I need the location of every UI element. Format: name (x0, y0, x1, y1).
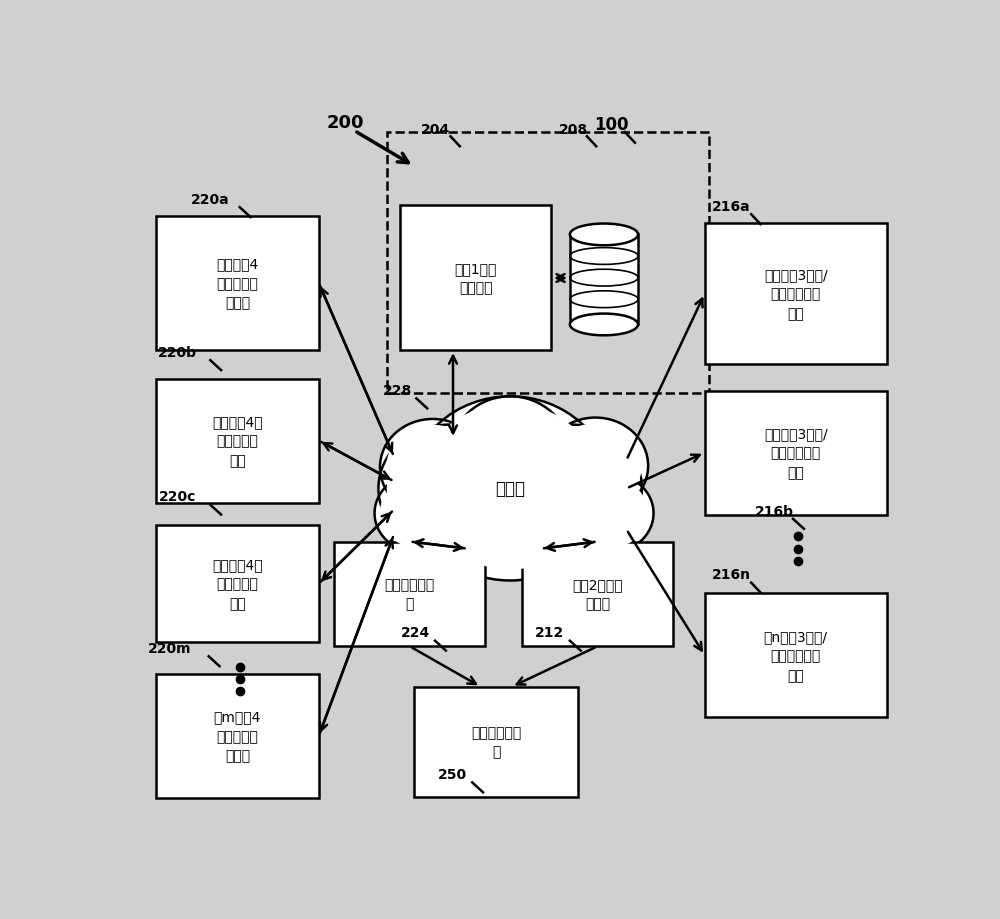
Circle shape (380, 480, 455, 548)
Bar (387, 133, 709, 393)
Ellipse shape (570, 224, 638, 246)
Bar (570, 235, 638, 325)
Bar (156, 216, 319, 351)
Text: 220c: 220c (159, 490, 196, 504)
Text: 220a: 220a (191, 193, 230, 207)
Text: 第二层级3零件/
组件制造商服
务器: 第二层级3零件/ 组件制造商服 务器 (764, 426, 828, 480)
Bar (156, 380, 319, 503)
Circle shape (386, 425, 479, 510)
Circle shape (409, 397, 611, 581)
Text: 216b: 216b (755, 504, 794, 518)
Circle shape (459, 403, 561, 496)
Circle shape (543, 418, 648, 515)
Circle shape (549, 424, 642, 508)
Text: 第n层级3零件/
组件制造商服
务器: 第n层级3零件/ 组件制造商服 务器 (764, 629, 828, 682)
Bar (156, 526, 319, 642)
Circle shape (440, 488, 519, 561)
Text: 220b: 220b (158, 346, 197, 359)
Text: 装运企业服务
器: 装运企业服务 器 (471, 725, 521, 758)
Bar (414, 687, 578, 797)
Text: 212: 212 (535, 626, 564, 640)
Text: 第一层级3零件/
组件制造商服
务器: 第一层级3零件/ 组件制造商服 务器 (764, 267, 828, 321)
Text: 250: 250 (437, 767, 467, 781)
Circle shape (380, 419, 485, 516)
Circle shape (378, 425, 518, 552)
Bar (705, 223, 887, 365)
Circle shape (511, 433, 634, 545)
Text: 第一层级4
材料供应商
服务器: 第一层级4 材料供应商 服务器 (216, 257, 258, 310)
Text: 204: 204 (420, 122, 450, 137)
Bar (522, 542, 673, 647)
Circle shape (375, 475, 460, 552)
Text: 第m层级4
材料供应商
服务器: 第m层级4 材料供应商 服务器 (214, 709, 261, 763)
Circle shape (502, 425, 642, 552)
Text: 层级1控制
塔服务器: 层级1控制 塔服务器 (454, 262, 497, 295)
Text: 220m: 220m (148, 641, 192, 655)
Bar (705, 594, 887, 718)
Circle shape (422, 408, 599, 570)
Text: 216a: 216a (712, 199, 750, 214)
Circle shape (452, 397, 568, 503)
Ellipse shape (570, 314, 638, 336)
Bar (334, 542, 485, 647)
Circle shape (387, 433, 510, 545)
Text: 可访问的信息
源: 可访问的信息 源 (385, 577, 435, 611)
Text: 层级2装配商
服务器: 层级2装配商 服务器 (572, 577, 623, 611)
Circle shape (568, 475, 654, 552)
Text: 216n: 216n (712, 568, 751, 582)
Text: 224: 224 (401, 626, 430, 640)
Circle shape (504, 483, 594, 565)
Text: 200: 200 (327, 114, 365, 132)
Text: 208: 208 (558, 122, 588, 137)
Text: 广域网: 广域网 (495, 480, 525, 498)
Bar (705, 391, 887, 515)
Text: 第二层级4材
料供应商服
务器: 第二层级4材 料供应商服 务器 (212, 414, 263, 468)
Circle shape (434, 483, 524, 565)
Text: 100: 100 (594, 116, 629, 133)
Text: 228: 228 (383, 384, 412, 398)
Bar (156, 675, 319, 798)
Circle shape (573, 480, 648, 548)
Circle shape (509, 488, 588, 561)
Text: 第三层级4材
料供应商服
务器: 第三层级4材 料供应商服 务器 (212, 558, 263, 610)
Circle shape (421, 404, 599, 567)
Bar (400, 206, 551, 351)
